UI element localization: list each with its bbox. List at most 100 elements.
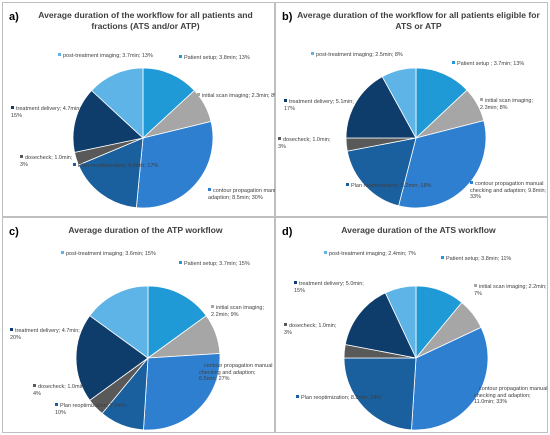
- slice-label-text: initial scan imaging; 2.3min; 8%: [202, 93, 280, 99]
- panel-letter: b): [282, 11, 293, 23]
- slice-label: treatment delivery; 4.7min; 15%: [11, 106, 91, 119]
- slice-label: dosecheck; 1.0min; 3%: [20, 155, 75, 168]
- slice-label-text: contour propagation manual checking and …: [474, 386, 548, 406]
- slice-label-text: initial scan imaging; 2.2min; 7%: [474, 284, 547, 297]
- slice-label: initial scan imaging; 2.3min; 8%: [197, 93, 287, 100]
- pie-slice: [147, 285, 207, 359]
- pie-chart: [72, 67, 214, 209]
- slice-label-text: contour propagation manual checking and …: [470, 181, 547, 201]
- slice-label-text: dosecheck; 1.0min; 3%: [284, 323, 337, 336]
- legend-marker-icon: [324, 251, 327, 254]
- pie-slice: [143, 353, 221, 431]
- slice-label-text: treatment delivery; 4.7min; 15%: [11, 106, 81, 119]
- panel-letter: c): [9, 226, 19, 238]
- legend-marker-icon: [452, 61, 455, 64]
- legend-marker-icon: [474, 284, 477, 287]
- legend-marker-icon: [33, 384, 36, 387]
- legend-marker-icon: [11, 106, 14, 109]
- legend-marker-icon: [10, 328, 13, 331]
- chart-panel: a) Average duration of the workflow for a…: [2, 2, 315, 217]
- slice-label: initial scan imaging; 2.2min; 7%: [474, 284, 549, 297]
- slice-label-text: Plan reoptimization; 5.2min; 18%: [351, 183, 432, 189]
- slice-label-text: initial scan imaging; 2.3min; 8%: [480, 98, 533, 111]
- legend-marker-icon: [197, 93, 200, 96]
- pie-chart: [343, 285, 489, 431]
- slice-label-text: dosecheck; 1.0min; 3%: [20, 155, 73, 168]
- slice-label: Patient setup; 3.8min; 11%: [441, 256, 546, 263]
- slice-label-text: Plan reoptimization; 8.2min; 24%: [301, 395, 382, 401]
- legend-marker-icon: [294, 281, 297, 284]
- legend-marker-icon: [346, 183, 349, 186]
- legend-marker-icon: [296, 395, 299, 398]
- slice-label: post-treatment imaging; 3.6min; 15%: [61, 251, 156, 258]
- legend-marker-icon: [179, 55, 182, 58]
- pie-slice: [89, 285, 149, 359]
- legend-marker-icon: [441, 256, 444, 259]
- legend-marker-icon: [61, 251, 64, 254]
- slice-label: post-treatment imaging; 2.5min; 8%: [311, 52, 406, 59]
- slice-label: Patient setup ; 3.7min; 13%: [452, 61, 547, 68]
- slice-label: treatment delivery; 4.7min; 20%: [10, 328, 90, 341]
- slice-label: post-treatment imaging; 2.4min; 7%: [324, 251, 424, 258]
- slice-label-text: Patient setup ; 3.7min; 13%: [457, 61, 525, 67]
- slice-label: post-treatment imaging; 3.7min; 13%: [58, 53, 158, 60]
- legend-marker-icon: [20, 155, 23, 158]
- slice-label-text: Patient setup; 3.7min; 15%: [184, 261, 250, 267]
- slice-label: contour propagation manual checking and …: [208, 188, 318, 201]
- slice-label-text: Plan reoptimization; 2.5min; 10%: [55, 403, 128, 416]
- legend-marker-icon: [73, 163, 76, 166]
- slice-label-text: treatment delivery; 4.7min; 20%: [10, 328, 80, 341]
- pie-slice: [91, 67, 144, 139]
- legend-marker-icon: [199, 363, 202, 366]
- chart-title: Average duration of the ATS workflow: [341, 225, 496, 235]
- chart-title: Average duration of the workflow for all…: [297, 10, 540, 31]
- slice-label: Plan reoptimization; 8.2min; 24%: [296, 395, 386, 402]
- legend-marker-icon: [480, 98, 483, 101]
- chart-title: Average duration of the workflow for all…: [38, 10, 253, 31]
- pie-slice: [72, 89, 144, 153]
- pie-slice: [343, 357, 417, 431]
- slice-label: contour propagation manual checking and …: [470, 181, 548, 201]
- chart-title: Average duration of the ATP workflow: [68, 225, 223, 235]
- slice-label-text: post-treatment imaging; 2.5min; 8%: [316, 52, 403, 58]
- legend-marker-icon: [58, 53, 61, 56]
- slice-label: contour propagation manual checking and …: [474, 386, 549, 406]
- slice-label-text: post-treatment imaging; 3.7min; 13%: [63, 53, 153, 59]
- chart-panel: b) Average duration of the workflow for a…: [275, 2, 548, 217]
- slice-label-text: post-treatment imaging; 3.6min; 15%: [66, 251, 156, 257]
- legend-marker-icon: [470, 181, 473, 184]
- legend-marker-icon: [474, 386, 477, 389]
- slice-label-text: contour propagation manual checking and …: [208, 188, 316, 201]
- slice-label-text: treatment delivery; 5.0min; 15%: [294, 281, 364, 294]
- pie-slice: [411, 326, 489, 431]
- slice-label-text: Patient setup; 3.8min; 11%: [446, 256, 512, 262]
- slice-label: Patient setup; 3.7min; 15%: [179, 261, 279, 268]
- slice-label: contour propagation manual checking and …: [199, 363, 274, 383]
- pie-slice: [142, 67, 195, 139]
- slice-label: initial scan imaging; 2.2min; 9%: [211, 305, 281, 318]
- slice-label-text: post-treatment imaging; 2.4min; 7%: [329, 251, 416, 257]
- pie-slice: [415, 67, 468, 139]
- slice-label: treatment delivery; 5.0min; 15%: [294, 281, 369, 294]
- legend-marker-icon: [211, 305, 214, 308]
- slice-label-text: dosecheck; 1.0min; 4%: [33, 384, 86, 397]
- chart-panel: d) Average duration of the ATS workflow Pa…: [275, 217, 548, 433]
- pie-slice: [344, 292, 417, 359]
- slice-label: Plan reoptimization; 4.8min; 17%: [73, 163, 163, 170]
- slice-label: Plan reoptimization; 5.2min; 18%: [346, 183, 436, 190]
- slice-label-text: Patient setup; 3.8min; 13%: [184, 55, 250, 61]
- pie-chart: [345, 67, 487, 209]
- slice-label: dosecheck; 1.0min; 3%: [284, 323, 344, 336]
- slice-label-text: Plan reoptimization; 4.8min; 17%: [78, 163, 159, 169]
- legend-marker-icon: [311, 52, 314, 55]
- panel-letter: a): [9, 11, 19, 23]
- chart-panel: c) Average duration of the ATP workflow Pa…: [2, 217, 275, 433]
- pie-slice: [77, 137, 144, 209]
- legend-marker-icon: [55, 403, 58, 406]
- pie-slice: [384, 285, 417, 359]
- slice-label: treatment delivery; 5.1min; 17%: [284, 99, 356, 112]
- pie-chart: [75, 285, 221, 431]
- slice-label-text: initial scan imaging; 2.2min; 9%: [211, 305, 264, 318]
- legend-marker-icon: [284, 323, 287, 326]
- slice-label-text: dosecheck; 1.0min; 3%: [278, 137, 331, 150]
